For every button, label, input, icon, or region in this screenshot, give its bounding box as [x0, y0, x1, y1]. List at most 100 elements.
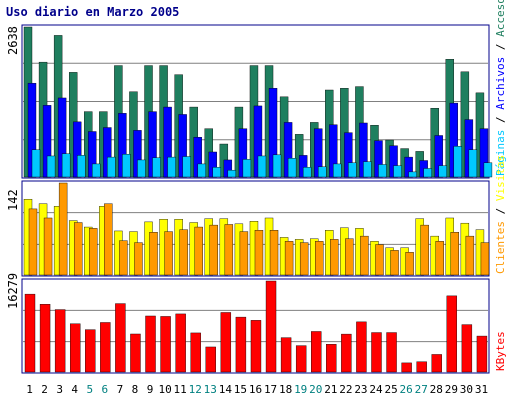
bar-clientes-day-1: [28, 208, 38, 276]
bar-clientes-day-12: [194, 226, 203, 276]
bar-kbytes-day-12: [190, 332, 201, 373]
legend-0: Páginas / Archivos / Accesos: [494, 0, 507, 176]
x-tick-label-27: 27: [415, 383, 428, 396]
bar-clientes-day-30: [465, 235, 475, 276]
bar-clientes-day-20: [315, 241, 324, 276]
bar-kbytes-day-1: [24, 293, 36, 373]
x-tick-label-24: 24: [369, 383, 383, 396]
legend-item-0-2: Archivos: [494, 57, 507, 110]
page-title: Uso diario en Marzo 2005: [6, 5, 180, 19]
x-tick-label-25: 25: [384, 383, 397, 396]
bar-kbytes-day-25: [386, 332, 397, 373]
x-tick-label-11: 11: [174, 383, 187, 396]
bar-kbytes-day-17: [265, 280, 277, 373]
x-tick-label-28: 28: [430, 383, 443, 396]
legend-item-1-1: /: [494, 201, 507, 221]
bar-clientes-day-28: [435, 241, 444, 276]
bar-paginas-day-8: [137, 159, 146, 178]
x-tick-label-20: 20: [309, 383, 322, 396]
bar-paginas-day-2: [46, 155, 56, 178]
bar-paginas-day-28: [438, 165, 447, 178]
bar-kbytes-day-21: [326, 344, 337, 373]
bar-clientes-day-8: [134, 242, 143, 276]
bar-paginas-day-29: [453, 146, 463, 178]
bar-clientes-day-27: [420, 224, 429, 276]
y-max-label-traffic: 2638: [6, 26, 20, 55]
x-tick-label-18: 18: [279, 383, 292, 396]
x-tick-label-7: 7: [117, 383, 124, 396]
x-tick-label-4: 4: [71, 383, 78, 396]
bar-clientes-day-9: [149, 232, 158, 276]
x-tick-label-10: 10: [158, 383, 171, 396]
bar-paginas-day-5: [92, 163, 101, 178]
bar-kbytes-day-13: [205, 346, 216, 373]
legend-item-0-4: Accesos: [494, 0, 507, 37]
legend-item-2-0: KBytes: [494, 331, 507, 371]
bar-kbytes-day-30: [461, 324, 473, 373]
bar-kbytes-day-8: [130, 333, 141, 373]
x-tick-label-30: 30: [460, 383, 473, 396]
bar-paginas-day-24: [378, 164, 387, 178]
bar-kbytes-day-9: [145, 315, 156, 373]
legend-item-0-1: /: [494, 110, 507, 130]
x-tick-label-13: 13: [204, 383, 217, 396]
bar-clientes-day-31: [480, 242, 490, 276]
bar-paginas-day-14: [227, 169, 237, 178]
bar-clientes-day-7: [119, 240, 128, 276]
bar-kbytes-day-14: [220, 312, 232, 373]
bar-clientes-day-26: [405, 252, 414, 276]
bar-kbytes-day-20: [311, 331, 322, 373]
bar-clientes-day-15: [239, 231, 249, 276]
x-tick-label-31: 31: [475, 383, 488, 396]
bar-clientes-day-24: [375, 244, 384, 276]
bar-kbytes-day-24: [371, 332, 382, 373]
x-tick-label-3: 3: [56, 383, 63, 396]
x-tick-label-29: 29: [445, 383, 458, 396]
bar-clientes-day-16: [254, 230, 264, 276]
x-tick-label-23: 23: [354, 383, 367, 396]
bar-kbytes-day-2: [39, 304, 51, 373]
bar-paginas-day-25: [393, 165, 402, 178]
y-max-label-kbytes: 16279: [6, 273, 20, 309]
bar-kbytes-day-22: [341, 333, 352, 373]
bar-paginas-day-27: [423, 168, 432, 178]
bar-clientes-day-13: [209, 224, 218, 276]
x-tick-label-8: 8: [132, 383, 139, 396]
bar-kbytes-day-29: [446, 295, 458, 373]
bar-paginas-day-16: [257, 155, 267, 178]
panel-frame-kbytes: [21, 278, 490, 374]
x-tick-label-6: 6: [102, 383, 109, 396]
legend-2: KBytes: [494, 331, 507, 371]
bar-paginas-day-20: [318, 166, 327, 178]
bar-clientes-day-29: [450, 232, 460, 276]
bar-paginas-day-12: [197, 163, 206, 178]
panel-frame-visitors: [21, 180, 490, 277]
bar-paginas-day-19: [302, 167, 312, 178]
bar-paginas-day-1: [31, 149, 41, 178]
x-tick-label-17: 17: [264, 383, 277, 396]
bar-kbytes-day-19: [295, 345, 307, 373]
bar-paginas-day-15: [242, 159, 252, 178]
x-tick-label-9: 9: [147, 383, 154, 396]
bar-clientes-day-6: [104, 203, 113, 276]
bar-kbytes-day-4: [69, 323, 81, 373]
bar-clientes-day-23: [360, 235, 369, 276]
x-tick-label-2: 2: [41, 383, 48, 396]
bar-kbytes-day-6: [100, 322, 111, 373]
x-tick-label-19: 19: [294, 383, 307, 396]
x-tick-label-22: 22: [339, 383, 352, 396]
x-tick-label-16: 16: [249, 383, 262, 396]
x-tick-label-26: 26: [400, 383, 413, 396]
bar-kbytes-day-15: [235, 316, 247, 373]
bar-kbytes-day-7: [115, 303, 126, 373]
bar-clientes-day-25: [390, 250, 399, 276]
legend-1: Clientes / Visitas: [494, 155, 507, 274]
bar-paginas-day-30: [468, 149, 478, 178]
bar-kbytes-day-26: [401, 362, 412, 373]
bar-paginas-day-22: [348, 162, 357, 178]
bar-clientes-day-11: [179, 229, 188, 276]
bar-kbytes-day-18: [280, 337, 292, 373]
x-tick-label-14: 14: [219, 383, 233, 396]
